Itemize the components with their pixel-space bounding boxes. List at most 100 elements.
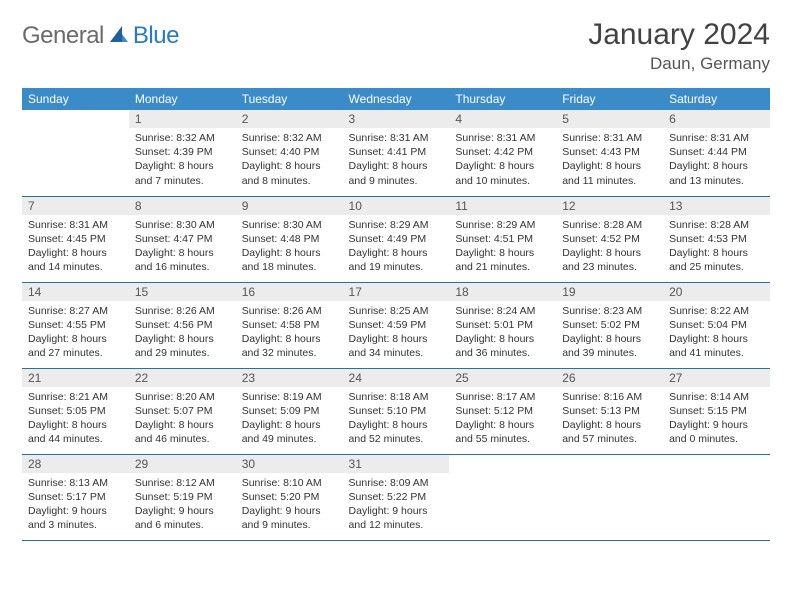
day-line: and 39 minutes. — [562, 346, 657, 360]
calendar-table: Sunday Monday Tuesday Wednesday Thursday… — [22, 88, 770, 541]
day-line: Sunrise: 8:31 AM — [669, 131, 764, 145]
day-line: Sunset: 4:45 PM — [28, 232, 123, 246]
day-line: Sunrise: 8:31 AM — [349, 131, 444, 145]
location: Daun, Germany — [588, 54, 770, 74]
day-number: 21 — [22, 369, 129, 387]
day-content: Sunrise: 8:10 AMSunset: 5:20 PMDaylight:… — [236, 473, 343, 537]
day-line: and 9 minutes. — [242, 518, 337, 532]
day-content: Sunrise: 8:28 AMSunset: 4:52 PMDaylight:… — [556, 215, 663, 279]
day-content: Sunrise: 8:18 AMSunset: 5:10 PMDaylight:… — [343, 387, 450, 451]
calendar-week-row: 28Sunrise: 8:13 AMSunset: 5:17 PMDayligh… — [22, 454, 770, 540]
logo-sail-icon — [108, 24, 130, 49]
day-line: Daylight: 8 hours — [669, 246, 764, 260]
day-number: 31 — [343, 455, 450, 473]
day-content: Sunrise: 8:26 AMSunset: 4:58 PMDaylight:… — [236, 301, 343, 365]
title-block: January 2024 Daun, Germany — [588, 18, 770, 74]
day-line: Sunset: 5:19 PM — [135, 490, 230, 504]
day-number: 11 — [449, 197, 556, 215]
day-line: Sunset: 4:39 PM — [135, 145, 230, 159]
day-line: Sunrise: 8:24 AM — [455, 304, 550, 318]
day-line: and 32 minutes. — [242, 346, 337, 360]
day-header-row: Sunday Monday Tuesday Wednesday Thursday… — [22, 88, 770, 110]
day-line: Sunrise: 8:32 AM — [135, 131, 230, 145]
day-line: and 57 minutes. — [562, 432, 657, 446]
logo-text-blue: Blue — [133, 22, 179, 50]
calendar-cell: 28Sunrise: 8:13 AMSunset: 5:17 PMDayligh… — [22, 454, 129, 540]
day-line: Sunrise: 8:17 AM — [455, 390, 550, 404]
day-line: Sunrise: 8:29 AM — [455, 218, 550, 232]
day-number: 3 — [343, 110, 450, 128]
day-content: Sunrise: 8:12 AMSunset: 5:19 PMDaylight:… — [129, 473, 236, 537]
day-line: and 29 minutes. — [135, 346, 230, 360]
day-line: Sunset: 4:43 PM — [562, 145, 657, 159]
day-line: and 8 minutes. — [242, 174, 337, 188]
calendar-cell — [449, 454, 556, 540]
day-number: 28 — [22, 455, 129, 473]
day-number: 29 — [129, 455, 236, 473]
day-number: 27 — [663, 369, 770, 387]
day-line: and 49 minutes. — [242, 432, 337, 446]
day-line: Sunset: 4:51 PM — [455, 232, 550, 246]
calendar-cell: 17Sunrise: 8:25 AMSunset: 4:59 PMDayligh… — [343, 282, 450, 368]
day-line: and 41 minutes. — [669, 346, 764, 360]
day-line: and 12 minutes. — [349, 518, 444, 532]
month-title: January 2024 — [588, 18, 770, 52]
day-number: 24 — [343, 369, 450, 387]
calendar-cell: 25Sunrise: 8:17 AMSunset: 5:12 PMDayligh… — [449, 368, 556, 454]
day-line: and 11 minutes. — [562, 174, 657, 188]
day-number: 5 — [556, 110, 663, 128]
day-line: Sunset: 4:58 PM — [242, 318, 337, 332]
calendar-cell: 19Sunrise: 8:23 AMSunset: 5:02 PMDayligh… — [556, 282, 663, 368]
day-line: Sunrise: 8:20 AM — [135, 390, 230, 404]
day-line: Daylight: 8 hours — [349, 246, 444, 260]
day-line: Sunrise: 8:31 AM — [455, 131, 550, 145]
calendar-cell: 30Sunrise: 8:10 AMSunset: 5:20 PMDayligh… — [236, 454, 343, 540]
calendar-cell: 9Sunrise: 8:30 AMSunset: 4:48 PMDaylight… — [236, 196, 343, 282]
day-header: Thursday — [449, 88, 556, 110]
day-line: Daylight: 8 hours — [455, 418, 550, 432]
day-content: Sunrise: 8:29 AMSunset: 4:51 PMDaylight:… — [449, 215, 556, 279]
day-line: Sunrise: 8:32 AM — [242, 131, 337, 145]
day-line: Sunrise: 8:30 AM — [242, 218, 337, 232]
day-line: Sunrise: 8:16 AM — [562, 390, 657, 404]
calendar-cell: 12Sunrise: 8:28 AMSunset: 4:52 PMDayligh… — [556, 196, 663, 282]
day-line: Daylight: 8 hours — [455, 246, 550, 260]
day-number: 18 — [449, 283, 556, 301]
calendar-cell: 2Sunrise: 8:32 AMSunset: 4:40 PMDaylight… — [236, 110, 343, 196]
day-line: Sunrise: 8:23 AM — [562, 304, 657, 318]
calendar-cell — [22, 110, 129, 196]
day-line: Daylight: 8 hours — [242, 332, 337, 346]
day-line: Sunrise: 8:26 AM — [135, 304, 230, 318]
day-content: Sunrise: 8:32 AMSunset: 4:40 PMDaylight:… — [236, 128, 343, 192]
calendar-cell: 26Sunrise: 8:16 AMSunset: 5:13 PMDayligh… — [556, 368, 663, 454]
day-number — [449, 455, 556, 459]
header: General Blue January 2024 Daun, Germany — [22, 18, 770, 74]
day-content: Sunrise: 8:31 AMSunset: 4:43 PMDaylight:… — [556, 128, 663, 192]
day-line: Sunrise: 8:28 AM — [562, 218, 657, 232]
calendar-cell: 18Sunrise: 8:24 AMSunset: 5:01 PMDayligh… — [449, 282, 556, 368]
day-line: Sunrise: 8:21 AM — [28, 390, 123, 404]
day-line: and 7 minutes. — [135, 174, 230, 188]
day-line: Sunrise: 8:26 AM — [242, 304, 337, 318]
day-line: Daylight: 8 hours — [28, 246, 123, 260]
day-line: and 27 minutes. — [28, 346, 123, 360]
day-content: Sunrise: 8:26 AMSunset: 4:56 PMDaylight:… — [129, 301, 236, 365]
day-line: Sunset: 4:59 PM — [349, 318, 444, 332]
day-line: Sunset: 5:09 PM — [242, 404, 337, 418]
day-content: Sunrise: 8:31 AMSunset: 4:45 PMDaylight:… — [22, 215, 129, 279]
day-content: Sunrise: 8:31 AMSunset: 4:41 PMDaylight:… — [343, 128, 450, 192]
day-header: Saturday — [663, 88, 770, 110]
day-line: and 36 minutes. — [455, 346, 550, 360]
calendar-cell: 21Sunrise: 8:21 AMSunset: 5:05 PMDayligh… — [22, 368, 129, 454]
calendar-cell: 10Sunrise: 8:29 AMSunset: 4:49 PMDayligh… — [343, 196, 450, 282]
day-content: Sunrise: 8:13 AMSunset: 5:17 PMDaylight:… — [22, 473, 129, 537]
day-line: and 25 minutes. — [669, 260, 764, 274]
day-line: Daylight: 8 hours — [562, 246, 657, 260]
day-line: Sunset: 4:42 PM — [455, 145, 550, 159]
calendar-cell: 20Sunrise: 8:22 AMSunset: 5:04 PMDayligh… — [663, 282, 770, 368]
day-line: Sunrise: 8:10 AM — [242, 476, 337, 490]
day-line: Sunset: 4:55 PM — [28, 318, 123, 332]
calendar-cell: 27Sunrise: 8:14 AMSunset: 5:15 PMDayligh… — [663, 368, 770, 454]
day-line: Sunset: 5:01 PM — [455, 318, 550, 332]
day-number: 2 — [236, 110, 343, 128]
